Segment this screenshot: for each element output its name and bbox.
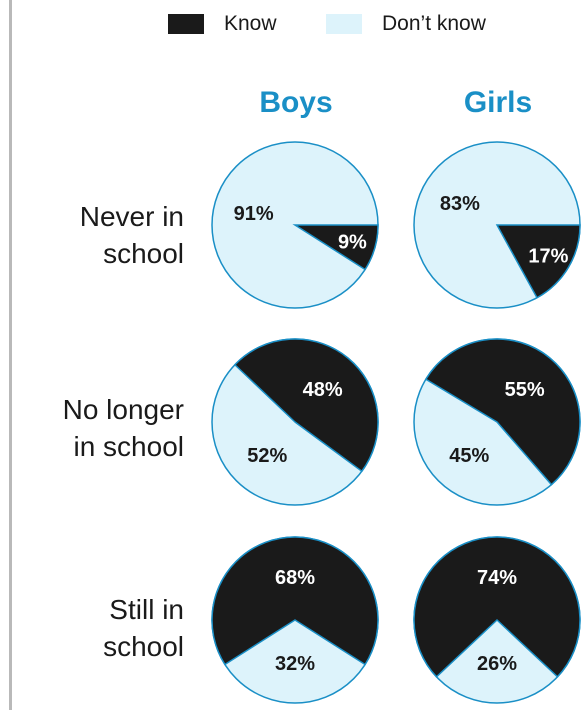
row-label-line: in school [73, 431, 184, 462]
legend-label-dont-know: Don’t know [382, 12, 486, 35]
pie-slice-know-girls-no-longer-in-school [424, 338, 581, 486]
column-heading-boys: Boys [259, 86, 333, 119]
pie-label-know-boys-never-in-school: 9% [338, 232, 367, 254]
pie-label-know-girls-no-longer-in-school: 55% [505, 379, 545, 401]
legend-item-know: Know [168, 12, 277, 36]
pie-slice-know-girls-still-in-school [413, 536, 581, 678]
row-label-still-in-school: Still in school [103, 591, 184, 665]
row-label-line: Never in [79, 201, 184, 232]
legend-label-know: Know [224, 12, 277, 35]
pie-label-dont-know-boys-never-in-school: 91% [234, 203, 274, 225]
pie-slice-know-boys-no-longer-in-school [233, 338, 379, 473]
column-heading-girls: Girls [463, 86, 533, 119]
row-label-never-in-school: Never in school [80, 198, 184, 272]
pie-label-dont-know-girls-no-longer-in-school: 45% [449, 445, 489, 467]
row-label-line: Still in [109, 594, 184, 625]
pie-label-dont-know-boys-no-longer-in-school: 52% [247, 445, 287, 467]
row-label-line: school [103, 238, 184, 269]
legend-swatch-know [168, 14, 204, 34]
row-label-line: school [103, 631, 184, 662]
pie-slice-know-girls-never-in-school [495, 224, 581, 299]
pie-label-dont-know-girls-still-in-school: 26% [477, 653, 517, 675]
pie-label-dont-know-boys-still-in-school: 32% [275, 653, 315, 675]
legend-item-dont-know: Don’t know [326, 12, 486, 36]
row-label-no-longer-in-school: No longer in school [63, 391, 184, 465]
pie-label-know-boys-still-in-school: 68% [275, 567, 315, 589]
pie-label-know-girls-still-in-school: 74% [477, 567, 517, 589]
row-label-line: No longer [62, 394, 184, 425]
pie-slice-know-boys-still-in-school [211, 536, 379, 666]
pie-label-know-boys-no-longer-in-school: 48% [303, 379, 343, 401]
pie-slice-know-boys-never-in-school [292, 224, 379, 271]
left-border-rule [9, 0, 12, 710]
legend-swatch-dont-know [326, 14, 362, 34]
pie-label-dont-know-girls-never-in-school: 83% [440, 193, 480, 215]
pie-label-know-girls-never-in-school: 17% [528, 245, 568, 267]
